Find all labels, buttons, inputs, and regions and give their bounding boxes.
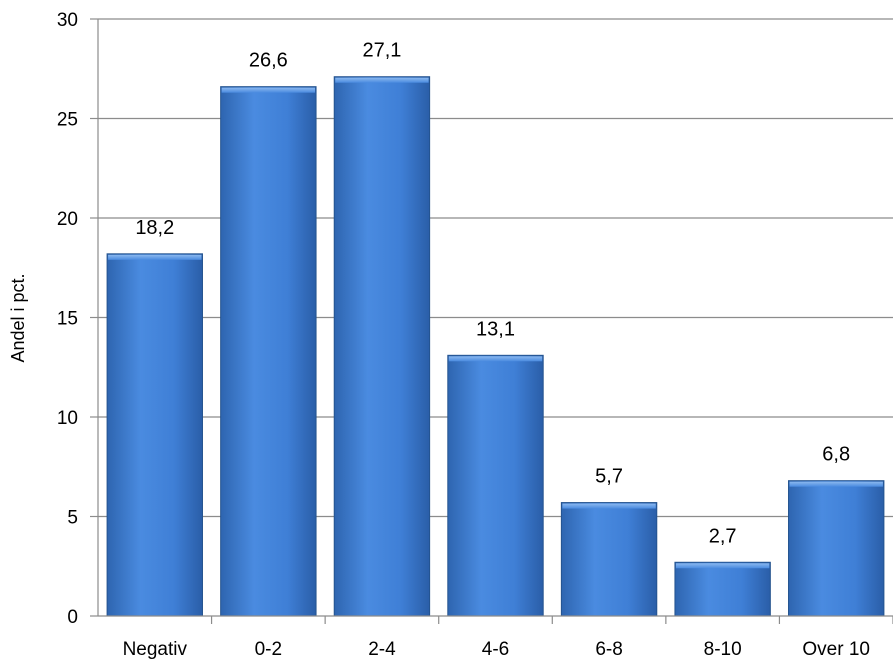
bars [106, 76, 885, 617]
y-tick-labels: 0 5 10 15 20 25 30 [57, 10, 98, 628]
bar-body [560, 502, 658, 617]
data-label: 26,6 [249, 50, 288, 72]
data-label: 5,7 [595, 466, 623, 488]
bar-highlight [108, 254, 202, 260]
bar-body [220, 86, 317, 617]
x-category-labels: Negativ 0-2 2-4 4-6 6-8 8-10 Over 10 [123, 639, 870, 660]
bar-highlight [675, 563, 770, 569]
data-label: 6,8 [822, 444, 850, 466]
data-label: 27,1 [362, 40, 401, 62]
x-category-label: 6-8 [595, 639, 622, 660]
x-category-label: 2-4 [368, 639, 396, 660]
data-label: 13,1 [476, 318, 515, 340]
bar-4-6 [447, 354, 544, 617]
y-tick-label: 10 [57, 408, 78, 429]
x-category-label: 8-10 [704, 639, 742, 660]
x-category-label: Negativ [123, 639, 188, 660]
y-tick-label: 15 [57, 309, 78, 330]
bar-negativ [106, 253, 203, 617]
data-label: 18,2 [135, 217, 174, 239]
y-tick-label: 0 [67, 607, 78, 628]
bar-highlight [448, 356, 543, 362]
y-axis-title: Andel i pct. [8, 273, 28, 362]
bar-over-10 [788, 480, 885, 617]
bar-highlight [562, 503, 656, 509]
bar-highlight [221, 87, 316, 93]
bar-body [447, 354, 544, 617]
x-category-label: 0-2 [255, 639, 282, 660]
y-tick-label: 30 [57, 10, 78, 31]
bar-highlight [789, 481, 883, 487]
bar-8-10 [674, 561, 771, 617]
data-labels: 18,2 26,6 27,1 13,1 5,7 2,7 6,8 [135, 40, 850, 548]
bar-body [333, 76, 431, 617]
bar-body [788, 480, 885, 617]
x-category-label: 4-6 [482, 639, 509, 660]
bar-highlight [335, 77, 429, 83]
bar-2-4 [333, 76, 431, 617]
bar-0-2 [220, 86, 317, 617]
bar-body [674, 561, 771, 617]
bar-6-8 [560, 502, 658, 617]
data-label: 2,7 [709, 525, 737, 547]
x-category-label: Over 10 [802, 639, 870, 660]
y-tick-label: 5 [67, 508, 78, 529]
y-tick-label: 20 [57, 209, 78, 230]
y-tick-label: 25 [57, 110, 78, 131]
bar-body [106, 253, 203, 617]
